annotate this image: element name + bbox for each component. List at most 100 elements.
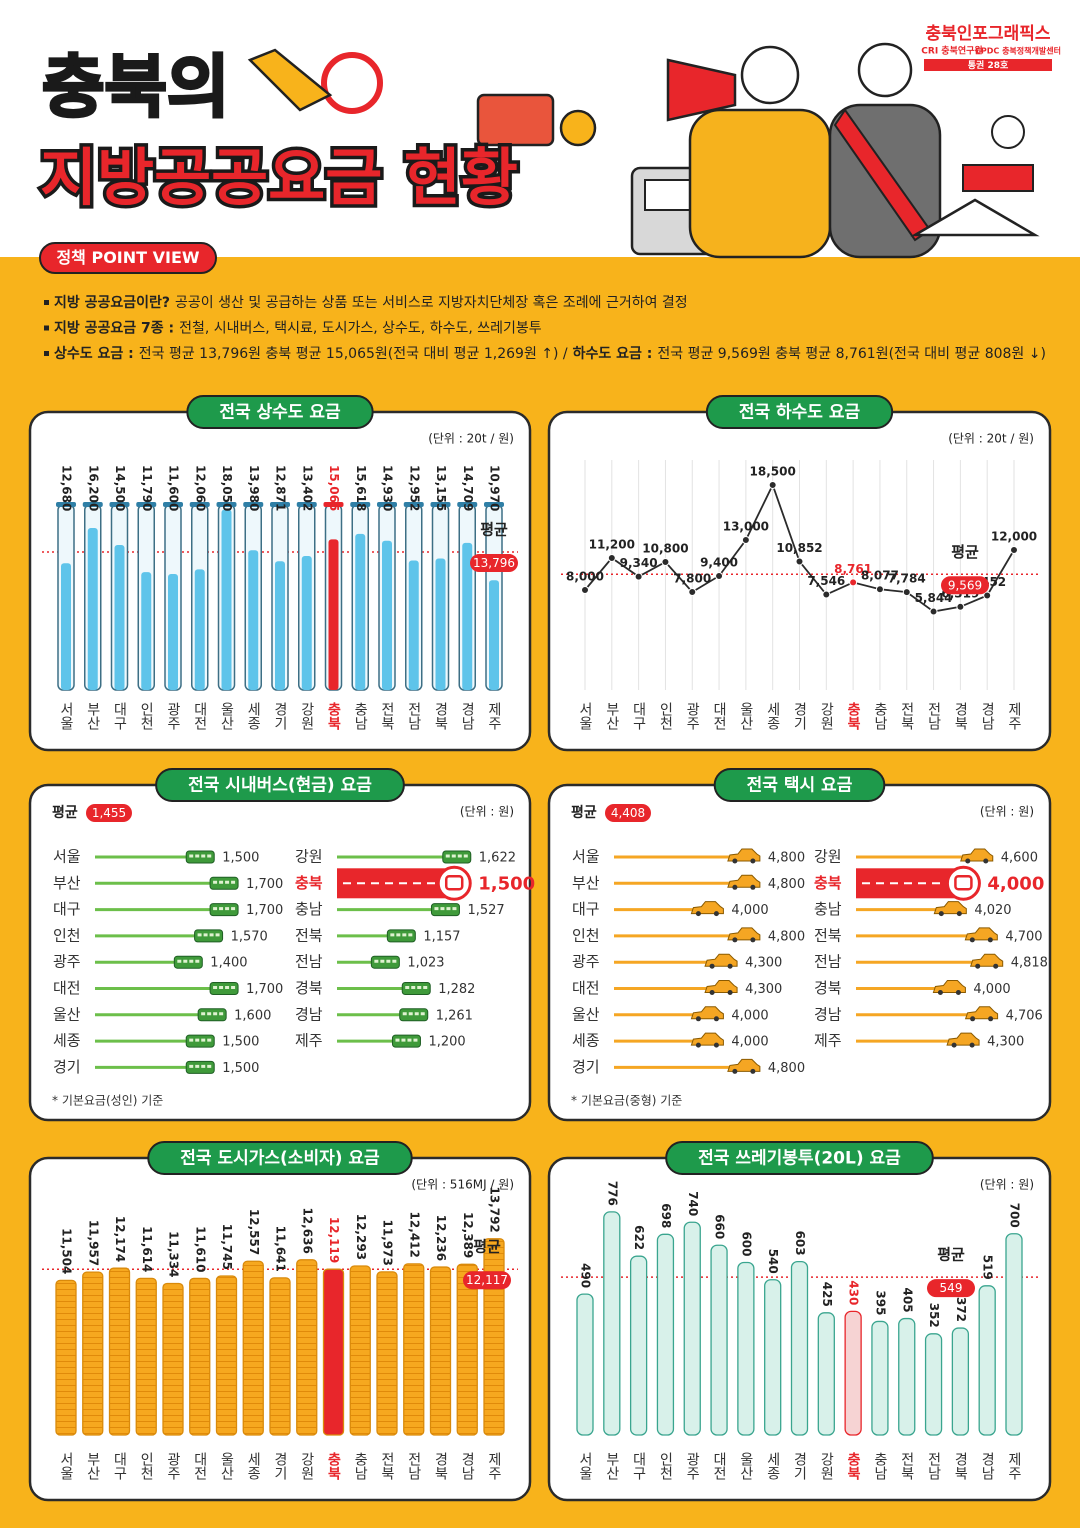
value-label: 4,800 bbox=[768, 1061, 805, 1076]
bus-icon bbox=[185, 850, 215, 864]
brand-org: CRI 충북연구원 bbox=[921, 45, 982, 57]
chart-title: 전국 상수도 요금 bbox=[219, 403, 341, 423]
value-label: 12,293 bbox=[354, 1214, 368, 1260]
bar bbox=[683, 1221, 701, 1436]
x-tick-label: 충남 bbox=[872, 702, 888, 730]
bar bbox=[603, 1211, 621, 1436]
taxi-wheel bbox=[975, 963, 981, 969]
average-pill bbox=[86, 804, 132, 822]
tube-cap bbox=[82, 502, 103, 507]
bar bbox=[55, 1279, 77, 1436]
bus-icon bbox=[370, 955, 400, 969]
x-tick-label: 경북 bbox=[952, 1452, 968, 1480]
taxi-wheel bbox=[938, 911, 944, 917]
x-tick-label: 경북 bbox=[433, 702, 449, 730]
bar bbox=[656, 1233, 675, 1436]
average-value: 12,117 bbox=[466, 1273, 508, 1287]
value-label: 1,261 bbox=[436, 1008, 473, 1023]
bar bbox=[951, 1327, 970, 1436]
x-tick-label: 제주 bbox=[1006, 1452, 1022, 1480]
value-label: 1,200 bbox=[428, 1035, 465, 1050]
average-label: 평균 bbox=[473, 1238, 501, 1256]
value-label: 12,060 bbox=[193, 465, 207, 511]
taxi-icon bbox=[964, 927, 998, 941]
value-label: 18,500 bbox=[750, 465, 796, 479]
average-value: 9,569 bbox=[948, 578, 982, 592]
category-label: 세종 bbox=[53, 1032, 81, 1050]
x-tick-label: 경기 bbox=[272, 1452, 288, 1480]
point bbox=[983, 591, 992, 600]
bar bbox=[710, 1244, 728, 1436]
value-label: 1,527 bbox=[467, 903, 504, 918]
value-label: 4,000 bbox=[731, 1035, 768, 1050]
issue: 통권 28호 bbox=[968, 59, 1009, 71]
taxi-wheel bbox=[983, 858, 989, 864]
x-tick-label: 제주 bbox=[1006, 702, 1022, 730]
bar bbox=[162, 1282, 184, 1436]
taxi-icon bbox=[727, 1058, 761, 1072]
value-label: 1,570 bbox=[231, 929, 268, 944]
taxi-wheel bbox=[750, 858, 756, 864]
category-label: 충북 bbox=[295, 874, 323, 892]
taxi-icon bbox=[964, 1006, 999, 1020]
value-label: 7,784 bbox=[888, 572, 926, 586]
value-label: 8,077 bbox=[861, 569, 899, 583]
average-pill bbox=[941, 576, 989, 595]
category-label: 경남 bbox=[814, 1005, 842, 1023]
average-value: 13,796 bbox=[473, 556, 515, 570]
value-label: 11,200 bbox=[589, 538, 635, 552]
taxi-wheel bbox=[750, 1068, 756, 1074]
x-tick-label: 경기 bbox=[792, 1452, 808, 1480]
x-tick-label: 강원 bbox=[818, 702, 834, 730]
value-label: 4,818 bbox=[1011, 956, 1048, 971]
tube-cap bbox=[109, 502, 130, 507]
value-label: 14,930 bbox=[381, 465, 395, 511]
point bbox=[1010, 546, 1018, 554]
bar bbox=[296, 1259, 318, 1436]
tag-pill bbox=[39, 242, 217, 274]
tube-cap bbox=[377, 502, 397, 507]
tube-cap bbox=[270, 502, 290, 507]
bar bbox=[248, 550, 259, 690]
value-label: 700 bbox=[1008, 1203, 1022, 1228]
intro-text: 하수도 요금 : bbox=[573, 345, 653, 362]
tube-cap bbox=[189, 502, 210, 507]
value-label: 1,700 bbox=[246, 903, 283, 918]
x-tick-label: 경남 bbox=[979, 1452, 995, 1480]
intro-line: 상수도 요금 : 전국 평균 13,796원 충북 평균 15,065원(전국 대… bbox=[54, 345, 1046, 362]
x-tick-label: 광주 bbox=[165, 1452, 181, 1480]
x-tick-label: 울산 bbox=[738, 702, 754, 730]
value-label: 11,973 bbox=[381, 1220, 395, 1266]
x-tick-label: 울산 bbox=[219, 702, 235, 730]
point bbox=[849, 578, 858, 587]
value-label: 12,636 bbox=[300, 1207, 314, 1253]
bar bbox=[355, 533, 366, 690]
x-tick-label: 경남 bbox=[459, 702, 475, 730]
tag: 정책 POINT VIEW bbox=[56, 248, 199, 267]
taxi-icon bbox=[960, 848, 994, 862]
value-label: 10,800 bbox=[642, 542, 688, 556]
value-label: 14,500 bbox=[113, 465, 127, 511]
bar bbox=[275, 561, 285, 690]
value-label: 622 bbox=[632, 1225, 646, 1250]
bar bbox=[82, 1271, 104, 1436]
taxi-wheel bbox=[750, 937, 756, 943]
average-pill bbox=[605, 804, 651, 822]
taxi-icon bbox=[690, 1032, 724, 1046]
taxi-wheel bbox=[732, 884, 738, 890]
point bbox=[956, 602, 965, 611]
taxi-wheel bbox=[969, 1042, 975, 1048]
bar bbox=[242, 1260, 264, 1436]
tube-cap bbox=[403, 502, 424, 507]
taxi-wheel bbox=[987, 937, 993, 943]
category-label: 울산 bbox=[53, 1005, 81, 1023]
tube-cap bbox=[216, 502, 237, 507]
x-tick-label: 충남 bbox=[352, 1452, 368, 1480]
category-label: 경기 bbox=[572, 1058, 600, 1076]
bar bbox=[376, 1271, 398, 1436]
x-tick-label: 대전 bbox=[711, 702, 727, 730]
x-tick-label: 서울 bbox=[577, 702, 593, 730]
bus-icon bbox=[442, 850, 472, 864]
category-label: 광주 bbox=[53, 953, 81, 971]
